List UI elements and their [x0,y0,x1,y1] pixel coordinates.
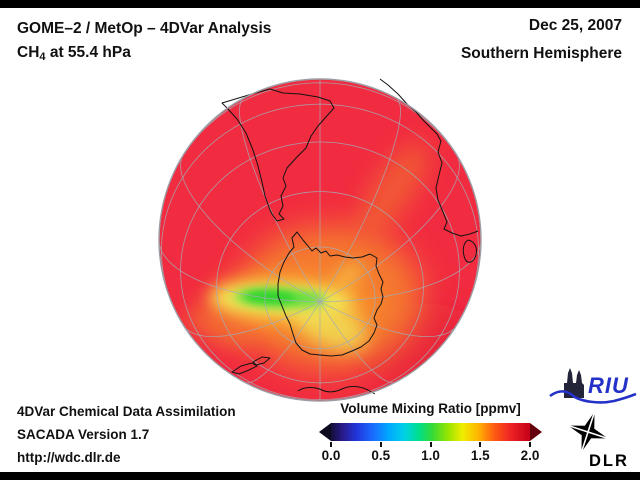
colorbar-tick-mark [330,442,332,447]
hemisphere-label: Southern Hemisphere [460,45,622,62]
colorbar-tick-mark [379,442,382,447]
colorbar-tick-label: 1.0 [421,448,440,463]
globe-rim [158,78,482,402]
graticule [158,79,482,401]
date-label: Dec 25, 2007 [528,17,622,34]
pressure-level: at 55.4 hPa [45,44,131,61]
species-level-subtitle: CH4 at 55.4 hPa [17,44,131,63]
species-symbol: CH [17,44,40,61]
colorbar-tick-label: 0.0 [321,448,341,463]
dlr-logo: DLR [567,411,629,470]
colorbar-tick-mark [529,442,531,447]
globe-map [158,78,482,402]
species-subscript: 4 [39,51,46,63]
colorbar: 0.0 0.5 1.0 1.5 2.0 [319,423,542,463]
colorbar-tick-label: 1.5 [470,448,490,463]
colorbar-tick-label: 2.0 [520,448,540,463]
dlr-star-icon [567,411,609,453]
analysis-title: GOME–2 / MetOp – 4DVar Analysis [17,20,272,37]
top-letterbox-bar [0,0,640,8]
riu-swoosh [549,390,637,404]
colorbar-tick-mark [479,442,482,447]
footer-assimilation-label: 4DVar Chemical Data Assimilation [17,404,236,419]
footer-version-label: SACADA Version 1.7 [17,427,150,442]
riu-logo: RIU [549,368,637,404]
riu-logo-text: RIU [588,373,629,398]
colorbar-title: Volume Mixing Ratio [ppmv] [340,401,521,416]
colorbar-under-arrow [319,423,331,441]
colorbar-tick-label: 0.5 [371,448,391,463]
footer-url-label: http://wdc.dlr.de [17,450,121,465]
dlr-logo-text: DLR [589,452,629,470]
colorbar-tick-mark [429,442,432,447]
colorbar-over-arrow [530,423,542,441]
cathedral-icon [564,368,584,398]
bottom-letterbox-bar [0,472,640,480]
colorbar-gradient [331,423,530,441]
